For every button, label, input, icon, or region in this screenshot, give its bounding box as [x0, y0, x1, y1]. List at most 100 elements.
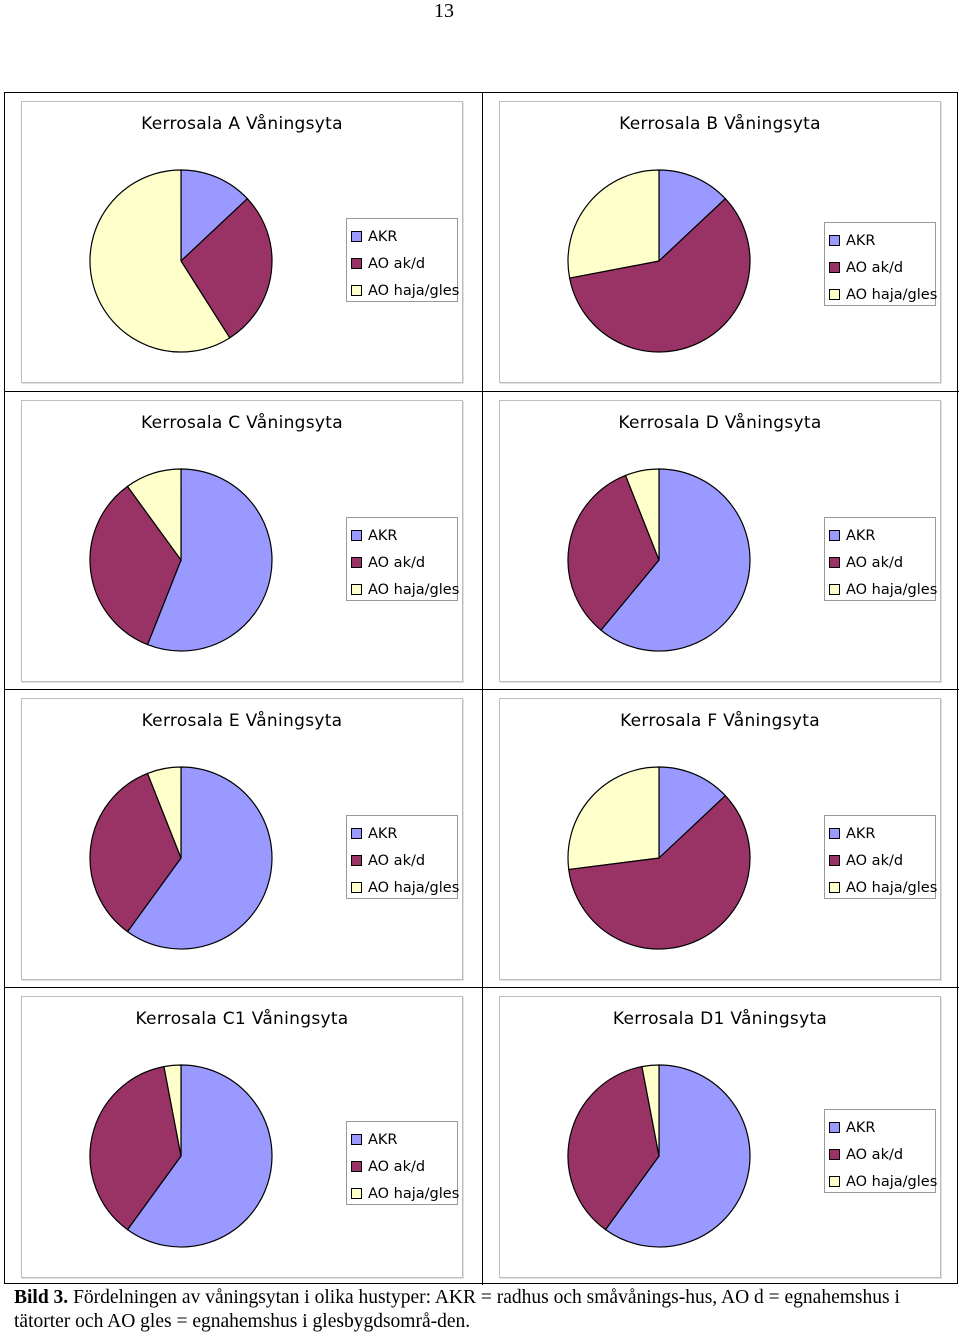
pie-chart: Kerrosala D Våningsyta AKR AO ak/d AO haja/…: [499, 400, 941, 682]
legend-swatch: [829, 1176, 840, 1187]
legend-swatch: [351, 1188, 362, 1199]
legend-item: AO haja/gles: [347, 874, 459, 901]
pie-chart: Kerrosala F Våningsyta AKR AO ak/d AO haja/…: [499, 698, 941, 980]
chart-legend: AKR AO ak/d AO haja/gles: [346, 517, 460, 603]
pie: [89, 766, 273, 950]
page-number: 13: [434, 0, 454, 22]
pie-slice-akr: [658, 766, 727, 860]
legend-label: AO ak/d: [846, 554, 904, 571]
legend-swatch: [351, 285, 362, 296]
pie-slice-ao-haja-gles: [89, 169, 231, 353]
legend-item: AO haja/gles: [347, 1180, 460, 1207]
chart-legend: AKR AO ak/d AO haja/gles: [346, 218, 460, 302]
legend-item: AKR: [825, 1114, 935, 1141]
chart-title: Kerrosala C1 Våningsyta: [135, 1009, 349, 1029]
pie-chart: Kerrosala A Våningsyta AKR AO ak/d AO haja/…: [21, 101, 463, 383]
chart-cell: Kerrosala D1 Våningsyta AKR AO ak/d AO haja…: [482, 987, 959, 1285]
legend-label: AKR: [846, 825, 876, 842]
pie: [567, 169, 751, 353]
legend-swatch: [829, 882, 840, 893]
chart-title: Kerrosala B Våningsyta: [619, 114, 821, 134]
legend-item: AKR: [347, 1126, 457, 1153]
legend-swatch: [829, 584, 840, 595]
figure-caption: Bild 3. Fördelningen av våningsytan i ol…: [14, 1286, 944, 1334]
legend-label: AO haja/gles: [846, 879, 938, 896]
legend-label: AO haja/gles: [368, 1185, 460, 1202]
pie-slice-ao-ak-d: [568, 794, 751, 950]
legend-item: AO ak/d: [825, 847, 935, 874]
chart-title: Kerrosala D Våningsyta: [618, 413, 822, 433]
legend-label: AKR: [846, 527, 876, 544]
legend-swatch: [351, 828, 362, 839]
pie-chart: Kerrosala C1 Våningsyta AKR AO ak/d AO haja…: [21, 996, 463, 1278]
chart-legend: AKR AO ak/d AO haja/gles: [346, 1121, 460, 1207]
chart-legend: AKR AO ak/d AO haja/gles: [824, 222, 937, 306]
legend-item: AO ak/d: [347, 847, 457, 874]
legend-item: AKR: [347, 820, 457, 847]
legend-label: AO ak/d: [368, 1158, 426, 1175]
legend-label: AO haja/gles: [368, 581, 460, 598]
legend-item: AKR: [347, 223, 457, 250]
legend-item: AKR: [825, 227, 935, 254]
legend-item: AKR: [825, 522, 935, 549]
pie-slice-ao-ak-d: [180, 197, 273, 339]
pie: [89, 169, 273, 353]
legend-swatch: [829, 1122, 840, 1133]
pie: [89, 1064, 273, 1248]
legend-swatch: [829, 235, 840, 246]
legend-label: AO ak/d: [846, 1146, 904, 1163]
legend-label: AKR: [368, 527, 398, 544]
legend-label: AO ak/d: [368, 852, 426, 869]
legend-swatch: [351, 882, 362, 893]
caption-text: Fördelningen av våningsytan i olika hust…: [14, 1287, 900, 1332]
legend-item: AO haja/gles: [825, 874, 938, 901]
pie-slice-ao-ak-d: [568, 197, 751, 353]
pie-slice-ao-ak-d: [89, 1065, 182, 1231]
legend-item: AO ak/d: [347, 1153, 457, 1180]
legend-item: AO ak/d: [347, 250, 457, 277]
legend-item: AO haja/gles: [347, 576, 460, 603]
chart-cell: Kerrosala D Våningsyta AKR AO ak/d AO haja/…: [482, 391, 959, 689]
pie-slice-akr: [658, 169, 727, 263]
legend-item: AO ak/d: [825, 549, 935, 576]
caption-label: Bild 3.: [14, 1287, 69, 1308]
pie-slice-ao-ak-d: [89, 772, 182, 933]
legend-label: AKR: [846, 232, 876, 249]
chart-legend: AKR AO ak/d AO haja/gles: [824, 517, 937, 603]
legend-label: AO ak/d: [846, 852, 904, 869]
legend-label: AO haja/gles: [368, 282, 460, 299]
chart-title: Kerrosala D1 Våningsyta: [612, 1009, 828, 1029]
pie-slice-akr: [126, 766, 273, 950]
pie-chart: Kerrosala B Våningsyta AKR AO ak/d AO haja/…: [499, 101, 941, 383]
legend-swatch: [351, 557, 362, 568]
legend-label: AKR: [368, 825, 398, 842]
pie-slice-ao-ak-d: [567, 474, 660, 631]
chart-legend: AKR AO ak/d AO haja/gles: [824, 815, 938, 901]
pie: [89, 468, 273, 652]
chart-title: Kerrosala E Våningsyta: [141, 711, 343, 731]
legend-label: AKR: [368, 1131, 398, 1148]
legend-swatch: [829, 530, 840, 541]
legend-swatch: [351, 1161, 362, 1172]
legend-item: AO haja/gles: [825, 576, 937, 603]
legend-swatch: [351, 584, 362, 595]
legend-label: AO ak/d: [368, 255, 426, 272]
chart-legend: AKR AO ak/d AO haja/gles: [824, 1109, 938, 1193]
chart-title: Kerrosala A Våningsyta: [141, 114, 343, 134]
pie-slice-akr: [146, 468, 273, 652]
pie-slice-ao-haja-gles: [567, 766, 660, 871]
chart-grid: Kerrosala A Våningsyta AKR AO ak/d AO haja/…: [4, 92, 959, 1285]
legend-item: AKR: [347, 522, 457, 549]
pie-slice-akr: [126, 1064, 273, 1248]
legend-label: AO haja/gles: [846, 1173, 938, 1190]
chart-title: Kerrosala F Våningsyta: [620, 711, 820, 731]
legend-swatch: [351, 258, 362, 269]
chart-cell: Kerrosala B Våningsyta AKR AO ak/d AO haja/…: [482, 93, 959, 391]
pie-slice-akr: [604, 1064, 751, 1248]
pie-slice-akr: [600, 468, 751, 652]
legend-item: AO ak/d: [825, 254, 935, 281]
legend-label: AKR: [368, 228, 398, 245]
legend-swatch: [351, 530, 362, 541]
chart-cell: Kerrosala E Våningsyta AKR AO ak/d AO haja/…: [5, 689, 482, 987]
pie-slice-ao-haja-gles: [163, 1064, 182, 1157]
